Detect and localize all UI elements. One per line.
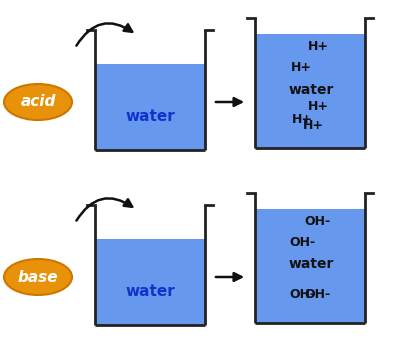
- Bar: [255, 34, 365, 148]
- Text: acid: acid: [20, 94, 56, 110]
- Text: OH-: OH-: [305, 215, 331, 228]
- Ellipse shape: [4, 84, 72, 120]
- Text: water: water: [288, 258, 334, 272]
- Text: water: water: [125, 109, 175, 124]
- Text: OH-: OH-: [289, 288, 315, 301]
- Text: H+: H+: [303, 119, 324, 132]
- Text: H+: H+: [308, 40, 329, 53]
- Text: OH-: OH-: [305, 288, 331, 301]
- Text: H+: H+: [291, 61, 312, 74]
- Bar: [95, 64, 205, 150]
- Text: OH-: OH-: [289, 236, 315, 249]
- Text: water: water: [125, 284, 175, 299]
- Text: water: water: [288, 83, 334, 97]
- Text: base: base: [18, 270, 58, 285]
- Text: H+: H+: [292, 113, 313, 126]
- Ellipse shape: [4, 259, 72, 295]
- Bar: [95, 239, 205, 325]
- Bar: [255, 209, 365, 323]
- Text: H+: H+: [308, 100, 329, 113]
